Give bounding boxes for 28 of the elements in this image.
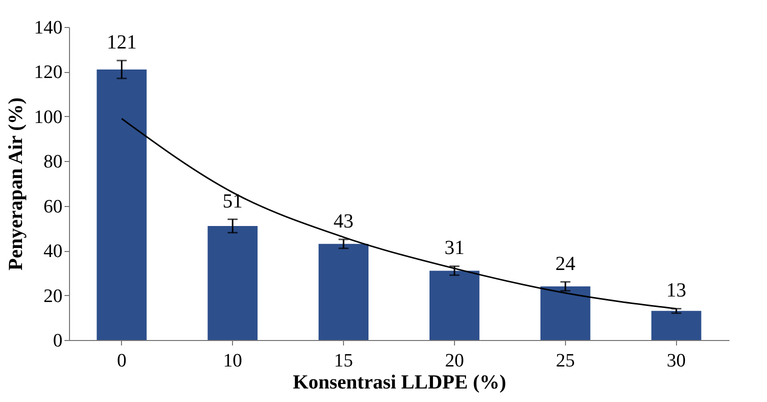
bar: [430, 270, 480, 340]
data-label: 31: [444, 237, 464, 260]
bar: [540, 286, 590, 340]
x-tick-label: 10: [223, 350, 242, 372]
x-axis-title: Konsentrasi LLDPE (%): [292, 372, 506, 394]
bar: [208, 226, 258, 340]
y-tick-label: 120: [34, 62, 62, 84]
x-tick-label: 30: [666, 350, 686, 372]
bar: [318, 244, 368, 340]
y-tick-label: 0: [53, 330, 62, 352]
bar: [96, 69, 147, 340]
y-tick-label: 140: [34, 18, 62, 38]
data-label: 43: [334, 210, 354, 232]
x-tick-label: 15: [334, 350, 354, 372]
data-label: 121: [106, 32, 137, 54]
x-tick-label: 20: [444, 350, 464, 372]
x-tick-label: 25: [556, 350, 575, 372]
y-tick-label: 60: [44, 196, 62, 218]
data-label: 51: [222, 190, 243, 212]
y-axis-title: Penyerapan Air (%): [5, 98, 27, 270]
y-tick-label: 40: [44, 241, 62, 262]
y-tick-label: 100: [34, 106, 62, 128]
data-label: 13: [666, 280, 686, 302]
bar: [651, 310, 702, 340]
data-label: 24: [555, 252, 576, 275]
y-tick-label: 80: [44, 152, 62, 173]
x-tick-label: 0: [116, 350, 126, 372]
y-tick-label: 20: [44, 286, 62, 307]
